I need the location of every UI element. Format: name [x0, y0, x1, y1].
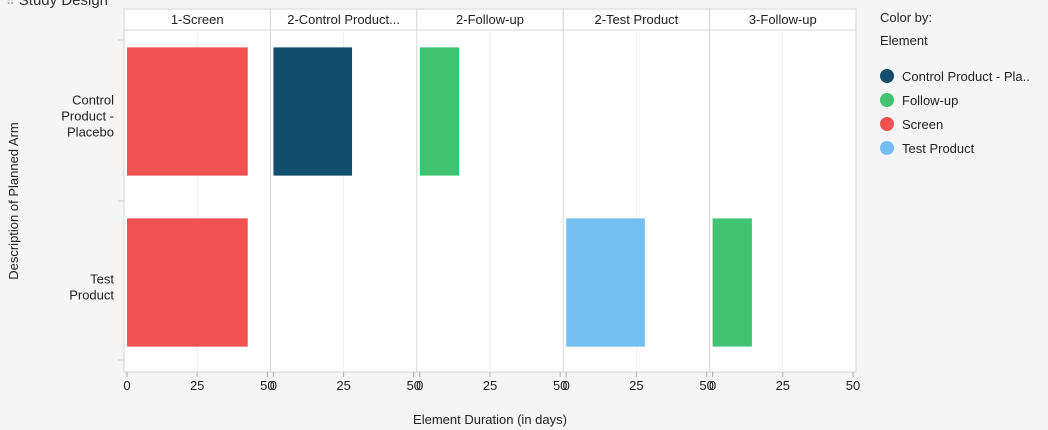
- panel-header-label: 2-Follow-up: [456, 12, 524, 27]
- x-tick-label: 0: [709, 378, 716, 393]
- legend-label: Test Product: [902, 140, 975, 156]
- x-tick-label: 25: [190, 378, 204, 393]
- legend-swatch: [880, 141, 894, 155]
- x-tick-label: 0: [416, 378, 423, 393]
- legend-field-label[interactable]: Element: [880, 33, 928, 48]
- x-tick-label: 25: [629, 378, 643, 393]
- bar[interactable]: [127, 47, 248, 176]
- legend-label: Screen: [902, 116, 944, 132]
- panel-header-label: 2-Control Product...: [287, 12, 400, 27]
- category-label: Placebo: [67, 125, 114, 140]
- legend-swatch: [880, 117, 894, 131]
- panel-header-label: 2-Test Product: [594, 12, 678, 27]
- x-tick-label: 50: [407, 378, 421, 393]
- legend-label: Follow-up: [902, 92, 959, 108]
- legend-color-by-label: Color by:: [880, 10, 933, 25]
- legend-item[interactable]: Follow-up: [880, 88, 1030, 112]
- panel-header-label: 3-Follow-up: [749, 12, 817, 27]
- category-label: Product -: [61, 109, 114, 124]
- legend-label: Control Product - Pla..: [902, 68, 1030, 84]
- x-tick-label: 25: [776, 378, 790, 393]
- x-tick-label: 0: [123, 378, 130, 393]
- x-tick-label: 0: [563, 378, 570, 393]
- bar[interactable]: [566, 218, 645, 347]
- legend-items: Control Product - Pla.. Follow-up Screen Te…: [880, 64, 1030, 160]
- bar[interactable]: [127, 218, 248, 347]
- x-tick-label: 25: [336, 378, 350, 393]
- x-tick-label: 50: [846, 378, 860, 393]
- x-tick-label: 50: [553, 378, 567, 393]
- drag-handle-icon[interactable]: ⠿: [6, 0, 15, 8]
- category-label: Control: [72, 93, 114, 108]
- x-tick-label: 25: [483, 378, 497, 393]
- bar[interactable]: [273, 47, 353, 176]
- bar[interactable]: [712, 218, 752, 347]
- legend-swatch: [880, 93, 894, 107]
- legend-swatch: [880, 69, 894, 83]
- chart-title-text: Study Design: [18, 0, 109, 9]
- legend-item[interactable]: Screen: [880, 112, 1030, 136]
- chart-title: ⠿ Study Design: [6, 0, 108, 9]
- legend: Color by: Element Control Product - Pla.…: [880, 6, 1030, 160]
- panel-header-label: 1-Screen: [171, 12, 224, 27]
- x-tick-label: 50: [699, 378, 713, 393]
- category-label: Test: [90, 272, 114, 287]
- y-axis-title: Description of Planned Arm: [6, 122, 21, 280]
- legend-item[interactable]: Control Product - Pla..: [880, 64, 1030, 88]
- bar[interactable]: [419, 47, 460, 176]
- category-label: Product: [69, 288, 114, 303]
- x-tick-label: 50: [260, 378, 274, 393]
- legend-item[interactable]: Test Product: [880, 136, 1030, 160]
- study-design-chart: 1-Screen 2-Control Product... 2-Follow-up 2…: [6, 8, 860, 427]
- x-tick-label: 0: [270, 378, 277, 393]
- x-axis-title: Element Duration (in days): [413, 412, 567, 427]
